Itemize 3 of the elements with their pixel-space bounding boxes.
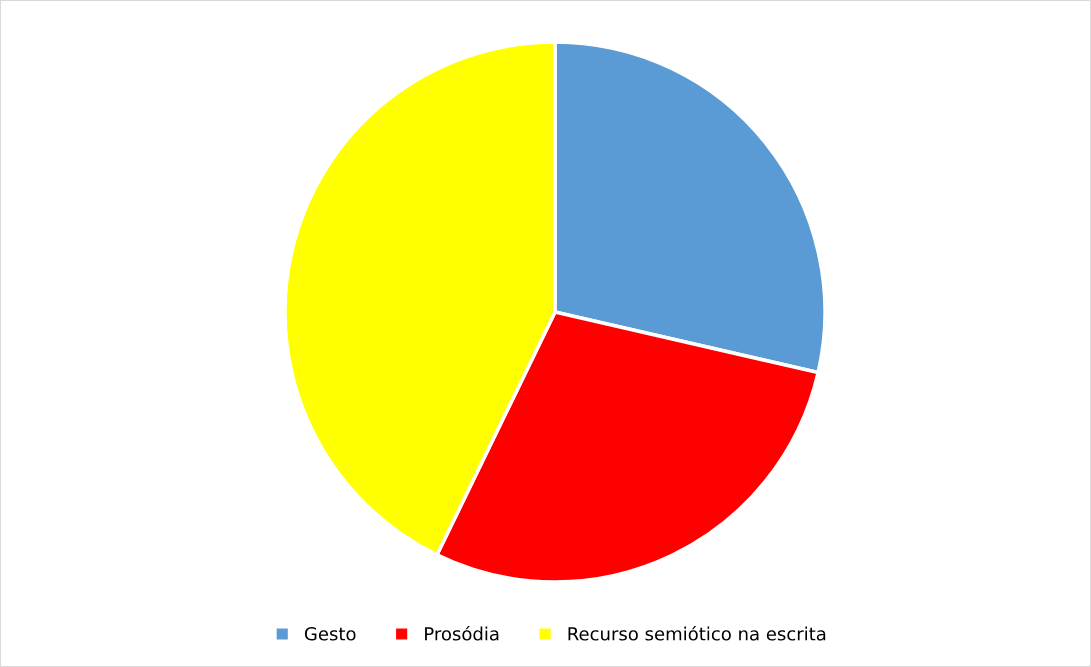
legend-label: Recurso semiótico na escrita [568, 625, 826, 641]
legend-label: Gesto [304, 626, 356, 641]
legend-label: Prosódia [425, 625, 499, 641]
